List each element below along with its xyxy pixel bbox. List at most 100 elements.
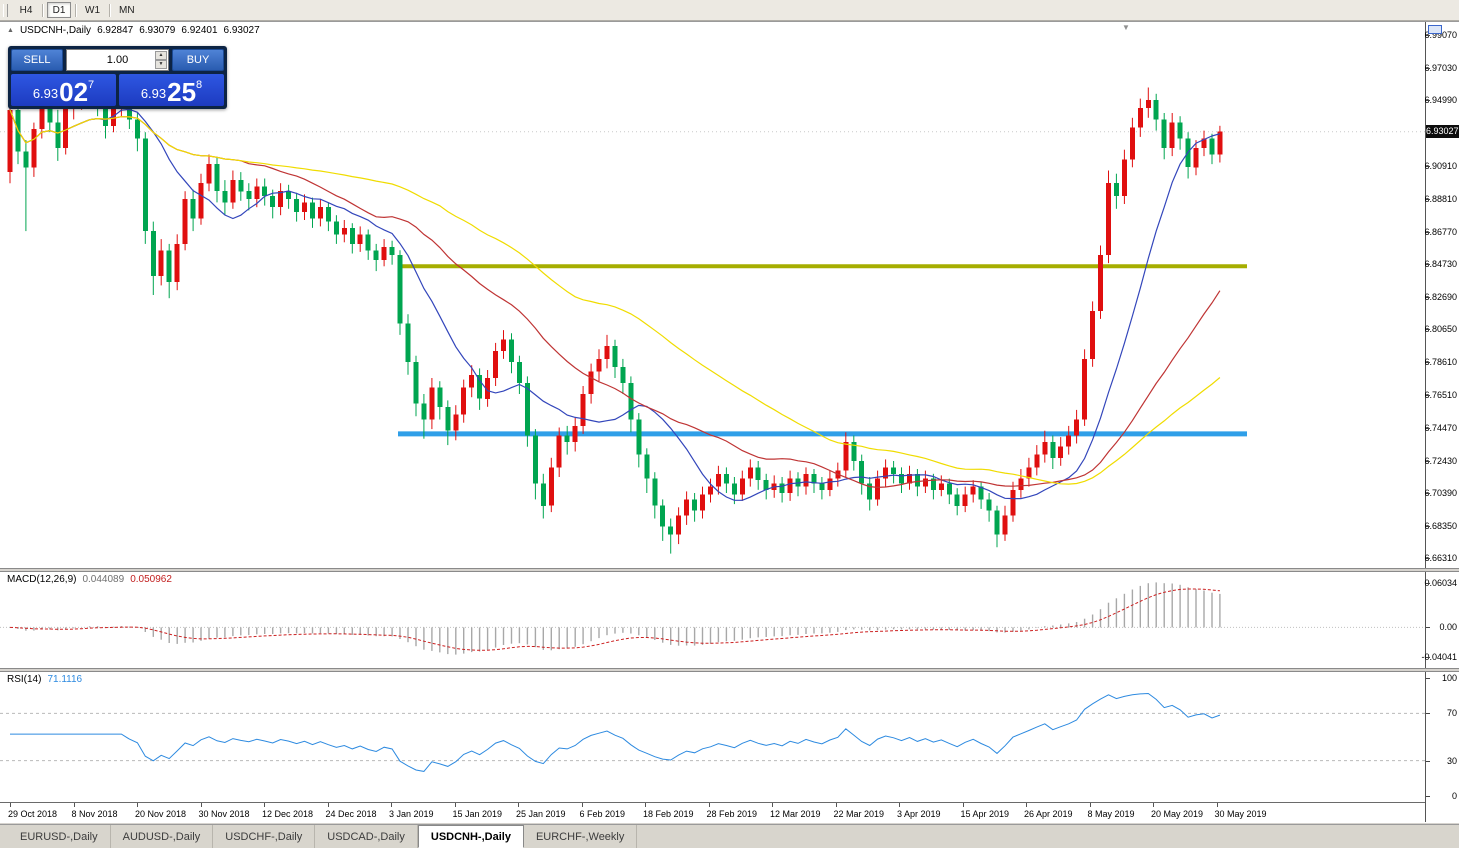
symbol-info: ▲ USDCNH-,Daily 6.92847 6.93079 6.92401 … xyxy=(7,25,260,36)
chart-tab-audusd-daily[interactable]: AUDUSD-,Daily xyxy=(111,825,214,848)
date-axis-label: 22 Mar 2019 xyxy=(833,809,885,819)
price-axis-tick xyxy=(1426,329,1430,331)
price-axis-label: 6.86770 xyxy=(1424,226,1457,237)
timeframe-button-h4[interactable]: H4 xyxy=(14,2,38,18)
date-axis-label: 26 Apr 2019 xyxy=(1024,809,1073,819)
volume-down-button[interactable]: ▼ xyxy=(155,60,167,69)
price-axis-tick xyxy=(1426,264,1430,266)
rsi-axis-label: 30 xyxy=(1446,755,1457,766)
price-axis-tick xyxy=(1426,427,1430,429)
toolbar-separator xyxy=(109,3,110,17)
buy-price-big: 25 xyxy=(167,77,197,107)
chart-shift-marker-icon[interactable]: ▼ xyxy=(1122,23,1130,32)
rsi-axis-tick xyxy=(1426,760,1430,762)
main-chart[interactable] xyxy=(0,22,1425,568)
sell-button[interactable]: SELL xyxy=(11,49,63,71)
buy-button[interactable]: BUY xyxy=(172,49,224,71)
current-price-label: 6.93027 xyxy=(1426,124,1459,138)
date-axis-tick xyxy=(708,803,710,807)
date-axis-label: 20 Nov 2018 xyxy=(135,809,187,819)
price-axis-label: 6.88810 xyxy=(1424,194,1457,205)
macd-axis-tick xyxy=(1426,657,1430,659)
price-axis-label: 6.76510 xyxy=(1424,390,1457,401)
timeframe-button-w1[interactable]: W1 xyxy=(80,2,105,18)
date-axis-tick xyxy=(10,803,11,807)
rsi-label: RSI(14) 71.1116 xyxy=(7,674,82,685)
date-axis-label: 15 Jan 2019 xyxy=(452,809,503,819)
panel-splitter[interactable] xyxy=(0,568,1459,572)
date-axis-tick xyxy=(645,803,646,807)
date-axis-label: 12 Mar 2019 xyxy=(770,809,821,819)
price-axis-tick xyxy=(1426,361,1430,363)
toolbar-separator xyxy=(75,3,76,17)
macd-name: MACD(12,26,9) xyxy=(7,574,77,585)
timeframe-button-group: H4 D1 W1 MN xyxy=(14,2,140,18)
date-axis-tick xyxy=(772,803,773,807)
macd-axis-label: -0.04041 xyxy=(1421,652,1457,663)
ohlc-high: 6.93079 xyxy=(139,25,176,36)
price-axis-tick xyxy=(1426,67,1430,69)
price-axis-label: 6.82690 xyxy=(1424,291,1457,302)
price-axis-label: 6.66310 xyxy=(1424,553,1457,564)
chart-tab-usdcnh-daily[interactable]: USDCNH-,Daily xyxy=(417,825,524,848)
sell-price-button[interactable]: 6.93 02 7 xyxy=(11,74,116,106)
date-axis-label: 3 Jan 2019 xyxy=(389,809,434,819)
price-axis-tick xyxy=(1426,558,1430,560)
chart-tab-usdcad-daily[interactable]: USDCAD-,Daily xyxy=(315,825,418,848)
rsi-axis-tick xyxy=(1426,678,1430,679)
axis-corner-marker xyxy=(1428,25,1442,34)
sell-price-big: 02 xyxy=(59,77,89,107)
date-axis-tick xyxy=(327,803,329,807)
date-axis-label: 24 Dec 2018 xyxy=(325,809,377,819)
chart-tab-eurusd-daily[interactable]: EURUSD-,Daily xyxy=(8,825,111,848)
sell-price-pip: 7 xyxy=(88,79,95,91)
price-axis-label: 6.68350 xyxy=(1424,520,1457,531)
price-axis-tick xyxy=(1426,199,1430,201)
chart-tab-bar: EURUSD-,Daily AUDUSD-,Daily USDCHF-,Daily U… xyxy=(0,824,1459,848)
price-axis-tick xyxy=(1426,525,1430,527)
date-axis-label: 15 Apr 2019 xyxy=(960,809,1010,819)
macd-axis-tick xyxy=(1426,627,1430,629)
rsi-axis-tick xyxy=(1426,713,1430,715)
price-axis-tick xyxy=(1426,35,1430,37)
date-axis-label: 20 May 2019 xyxy=(1151,809,1204,819)
date-axis-label: 29 Oct 2018 xyxy=(8,809,58,819)
macd-signal-value: 0.050962 xyxy=(130,574,172,585)
date-axis-label: 30 Nov 2018 xyxy=(198,809,250,819)
timeframe-button-d1[interactable]: D1 xyxy=(47,2,71,18)
date-axis-tick xyxy=(518,803,519,807)
collapse-trade-panel-icon[interactable]: ▲ xyxy=(7,27,14,34)
ohlc-open: 6.92847 xyxy=(97,25,134,36)
sell-price-small: 6.93 xyxy=(32,86,59,101)
toolbar-grip[interactable] xyxy=(3,3,8,17)
rsi-axis-label: 100 xyxy=(1441,673,1457,683)
buy-price-button[interactable]: 6.93 25 8 xyxy=(119,74,224,106)
macd-panel[interactable] xyxy=(0,572,1425,668)
rsi-panel[interactable] xyxy=(0,672,1425,802)
date-axis[interactable]: 29 Oct 2018 8 Nov 2018 20 Nov 2018 30 Nov 2… xyxy=(0,802,1425,822)
price-axis[interactable]: 6.99070 6.97030 6.94990 6.90910 6.88810 6.867… xyxy=(1421,22,1459,822)
timeframe-button-mn[interactable]: MN xyxy=(114,2,140,18)
price-axis-tick xyxy=(1426,231,1430,233)
rsi-axis-label: 70 xyxy=(1446,708,1457,719)
one-click-trading-panel: SELL 1.00 ▲ ▼ BUY 6.93 02 7 6.93 25 8 xyxy=(8,46,227,109)
macd-main-value: 0.044089 xyxy=(82,574,125,585)
toolbar-separator xyxy=(42,3,43,17)
price-axis-label: 6.90910 xyxy=(1424,160,1457,171)
price-axis-label: 6.72430 xyxy=(1424,455,1457,466)
volume-up-button[interactable]: ▲ xyxy=(155,51,167,60)
chart-window: ▲ USDCNH-,Daily 6.92847 6.93079 6.92401 … xyxy=(0,21,1459,823)
chart-tab-eurchf-weekly[interactable]: EURCHF-,Weekly xyxy=(524,825,638,848)
date-axis-label: 30 May 2019 xyxy=(1214,809,1267,819)
panel-splitter[interactable] xyxy=(0,668,1459,672)
date-axis-label: 8 May 2019 xyxy=(1087,809,1135,819)
date-axis-tick xyxy=(454,803,456,807)
date-axis-tick xyxy=(899,803,900,807)
rsi-axis-tick xyxy=(1426,796,1430,797)
price-axis-tick xyxy=(1426,493,1430,495)
date-axis-tick xyxy=(200,803,202,807)
macd-axis-label: 0.00 xyxy=(1439,622,1457,633)
date-axis-tick xyxy=(1216,803,1218,807)
volume-input[interactable]: 1.00 ▲ ▼ xyxy=(66,49,169,71)
chart-tab-usdchf-daily[interactable]: USDCHF-,Daily xyxy=(213,825,316,848)
